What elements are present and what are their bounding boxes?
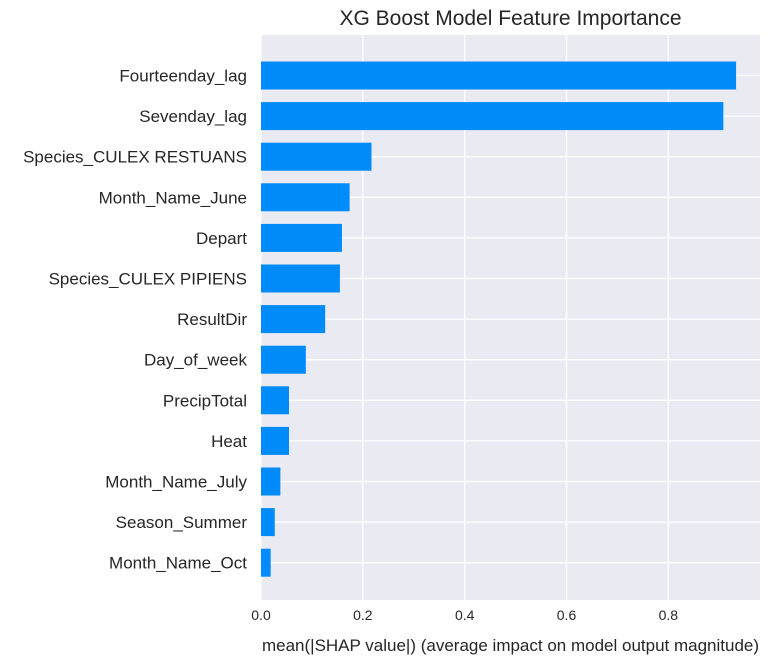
- chart-title: XG Boost Model Feature Importance: [340, 7, 682, 30]
- bar: [261, 305, 326, 334]
- category-label: Month_Name_July: [105, 473, 247, 492]
- category-label: Depart: [196, 229, 247, 248]
- category-label: Species_CULEX PIPIENS: [49, 270, 247, 289]
- category-label: Heat: [211, 432, 247, 451]
- x-tick-label: 0.0: [251, 607, 271, 623]
- x-axis-label: mean(|SHAP value|) (average impact on mo…: [262, 636, 759, 655]
- bar: [261, 386, 290, 415]
- bar: [261, 467, 281, 496]
- bar: [261, 223, 342, 252]
- category-label: Species_CULEX RESTUANS: [23, 148, 247, 167]
- bar: [261, 426, 290, 455]
- category-label: Sevenday_lag: [139, 107, 247, 126]
- bar: [261, 508, 275, 537]
- bar: [261, 142, 372, 171]
- bar: [261, 345, 306, 374]
- category-label: Day_of_week: [144, 351, 248, 370]
- x-tick-label: 0.6: [557, 607, 577, 623]
- bar: [261, 61, 737, 90]
- category-label: Season_Summer: [116, 513, 248, 532]
- bar: [261, 183, 350, 212]
- category-label: Month_Name_Oct: [109, 554, 247, 573]
- category-label: Fourteenday_lag: [119, 67, 247, 86]
- category-label: PrecipTotal: [163, 391, 247, 410]
- category-label: Month_Name_June: [99, 188, 247, 207]
- category-label-layer: Fourteenday_lag Sevenday_lag Species_CULEX…: [23, 67, 247, 573]
- bar: [261, 102, 724, 131]
- x-tick-label: 0.2: [353, 607, 373, 623]
- bar: [261, 264, 340, 293]
- x-tick-label: 0.8: [659, 607, 679, 623]
- bar: [261, 548, 271, 577]
- category-label: ResultDir: [177, 310, 247, 329]
- x-tick-label: 0.4: [455, 607, 475, 623]
- x-tick-layer: 0.0 0.2 0.4 0.6 0.8: [251, 607, 678, 623]
- bar-layer: [261, 61, 737, 577]
